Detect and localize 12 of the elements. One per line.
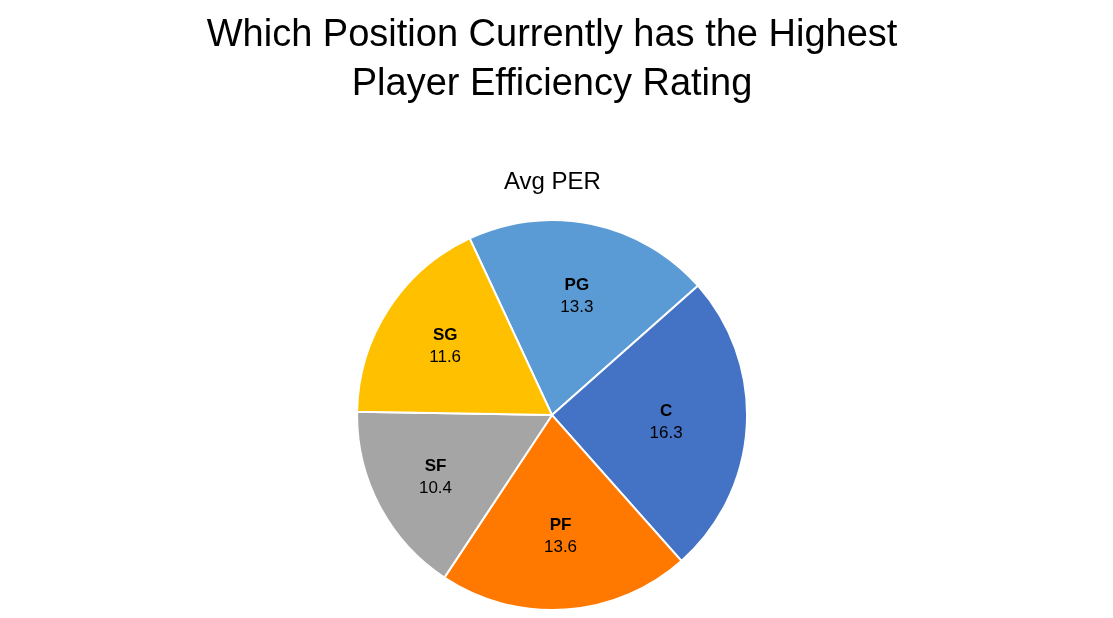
slice-label: PG: [564, 275, 590, 295]
slice-label: PF: [549, 515, 572, 535]
data-label: 13.3: [560, 297, 594, 317]
slice-label: SF: [424, 455, 447, 475]
chart-subtitle: Avg PER: [504, 167, 601, 194]
slice-label: C: [659, 401, 673, 421]
chart-title: Which Position Currently has the Highest Player Efficiency Rating: [206, 11, 898, 104]
slice-label: SG: [432, 325, 458, 345]
data-label: 11.6: [429, 347, 462, 367]
data-label: 10.4: [418, 477, 453, 497]
data-label: 16.3: [649, 423, 683, 443]
data-label: 13.6: [543, 537, 578, 557]
